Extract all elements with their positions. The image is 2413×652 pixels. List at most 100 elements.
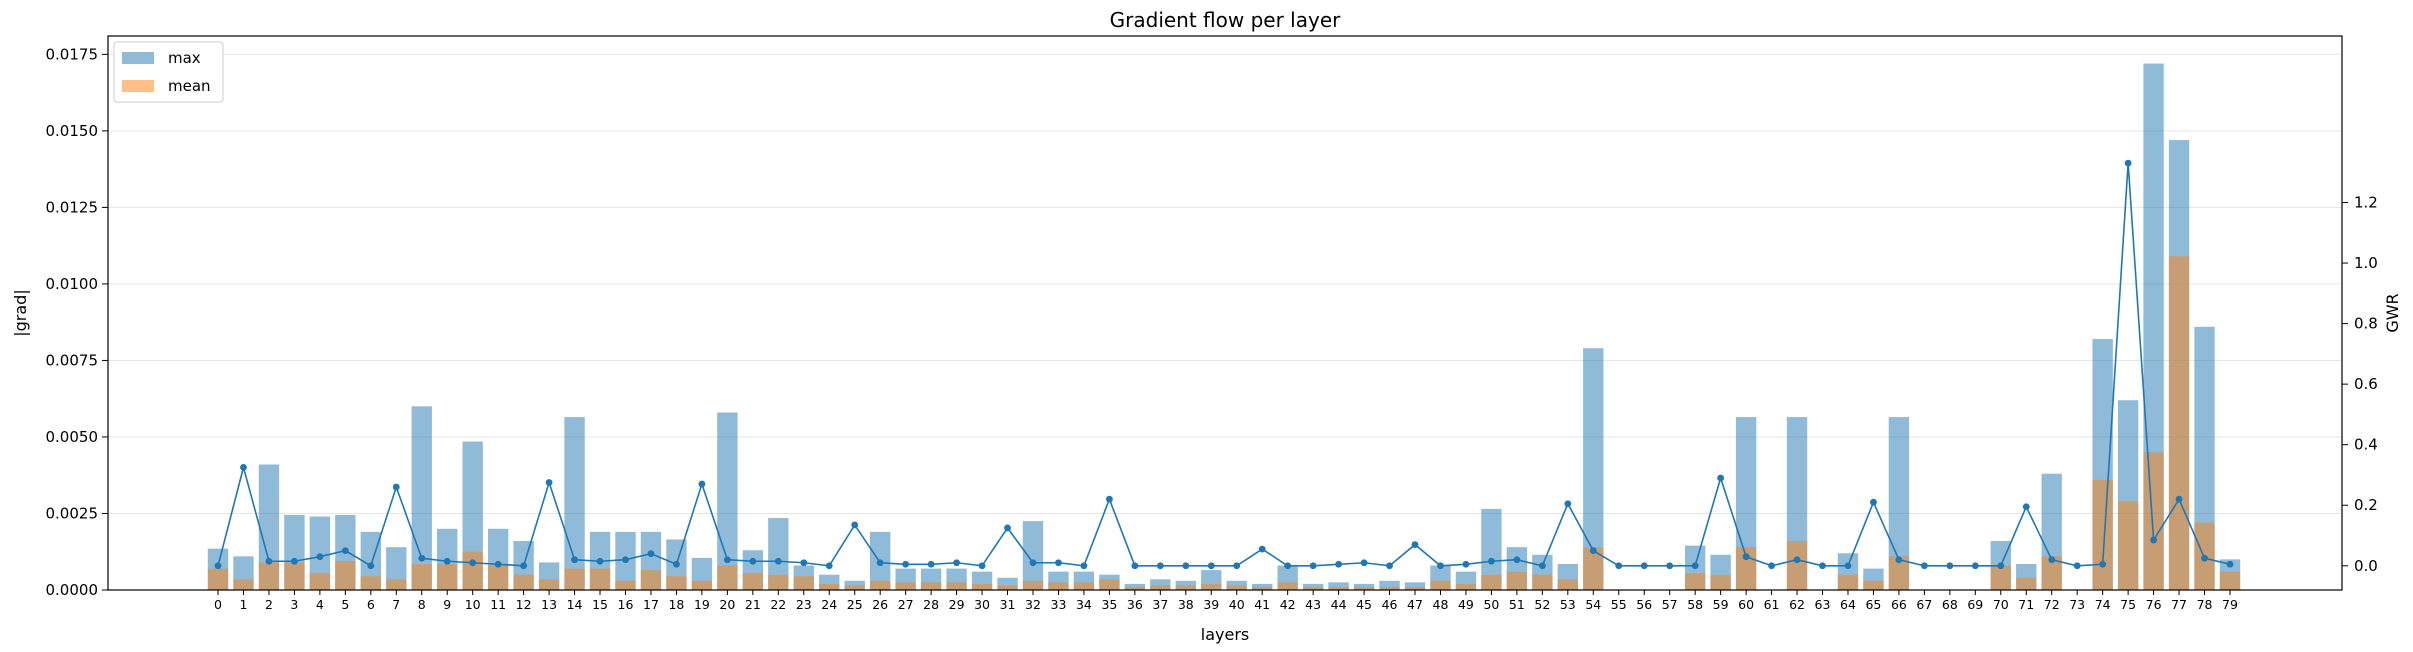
x-tick-label: 77 <box>2171 597 2187 612</box>
right-axis-ticks: 0.0 0.2 0.4 0.6 0.8 1.0 1.2 <box>2342 194 2378 575</box>
mean-bar <box>895 582 916 590</box>
x-tick-label: 79 <box>2222 597 2238 612</box>
mean-bar <box>1252 586 1273 590</box>
gwr-point <box>876 559 884 567</box>
x-tick-label: 22 <box>770 597 786 612</box>
y-axis-label: |grad| <box>11 289 30 336</box>
mean-bar <box>1302 586 1324 590</box>
gwr-point <box>800 559 808 567</box>
gwr-point <box>647 550 655 558</box>
mean-bar <box>2168 256 2190 590</box>
x-tick-label: 20 <box>719 597 735 612</box>
gwr-point <box>2226 560 2234 568</box>
x-tick-label: 14 <box>567 597 583 612</box>
gwr-point <box>240 463 247 471</box>
x-tick-label: 38 <box>1178 597 1194 612</box>
x-tick-label: 75 <box>2120 597 2136 612</box>
max-bar <box>360 531 381 590</box>
gwr-point <box>1564 500 1572 508</box>
gwr-point <box>1156 562 1164 570</box>
gwr-point <box>571 556 578 564</box>
gwr-point <box>1004 524 1011 532</box>
mean-bar <box>258 562 280 590</box>
x-tick-label: 76 <box>2146 597 2162 612</box>
plot-frame <box>107 35 2343 591</box>
gwr-point <box>2150 536 2157 544</box>
gwr-point <box>1768 562 1775 570</box>
y-tick-label: 0.0125 <box>46 198 99 216</box>
mean-bar <box>1684 573 1706 590</box>
gwr-point <box>341 547 349 555</box>
y-tick-label: 0.0175 <box>46 45 99 63</box>
x-tick-label: 52 <box>1534 597 1550 612</box>
gwr-point <box>851 521 859 529</box>
max-bar <box>1328 582 1349 590</box>
max-bar <box>564 417 585 590</box>
x-tick-label: 16 <box>618 597 634 612</box>
x-tick-label: 17 <box>643 597 659 612</box>
plot-background <box>108 36 2342 590</box>
x-tick-label: 34 <box>1076 597 1092 612</box>
gwr-point <box>1411 541 1419 548</box>
max-bar <box>1150 579 1171 590</box>
gwr-point <box>1589 547 1597 555</box>
x-tick-label: 61 <box>1764 597 1780 612</box>
gwr-point <box>953 559 960 567</box>
x-axis-label: layers <box>1201 625 1249 644</box>
mean-bar <box>386 579 407 590</box>
x-tick-label: 40 <box>1229 597 1245 612</box>
x-tick-label: 18 <box>668 597 684 612</box>
x-tick-label: 58 <box>1687 597 1703 612</box>
mean-bar <box>717 565 738 590</box>
x-axis-ticks: 0 1 2 3 4 5 6 7 8 9 10 11 12 13 14 15 16 17 18 19 20 21 22 23 24… <box>214 590 2238 612</box>
gwr-point <box>1640 562 1648 570</box>
x-tick-label: 2 <box>265 597 273 612</box>
x-tick-label: 51 <box>1509 597 1525 612</box>
mean-bar <box>997 585 1018 590</box>
x-tick-label: 13 <box>541 597 557 612</box>
mean-bar <box>1379 586 1400 590</box>
mean-bar <box>1048 582 1069 590</box>
x-tick-label: 4 <box>316 597 324 612</box>
max-bar <box>1379 580 1400 590</box>
mean-bar <box>1863 580 1884 590</box>
mean-bar <box>564 568 585 590</box>
y2-axis-label: GWR <box>2383 293 2402 332</box>
gwr-point <box>265 557 273 565</box>
mean-bar <box>971 583 993 590</box>
mean-bars <box>207 256 2241 590</box>
x-tick-label: 50 <box>1483 597 1499 612</box>
mean-bar <box>1124 586 1146 590</box>
y2-tick-label: 0.2 <box>2354 496 2378 514</box>
gwr-point <box>1717 474 1725 482</box>
x-tick-label: 0 <box>214 597 222 612</box>
gwr-point <box>392 483 400 491</box>
gwr-point <box>902 560 910 568</box>
mean-bar <box>284 562 305 590</box>
gwr-point <box>2099 560 2107 568</box>
x-tick-label: 26 <box>872 597 888 612</box>
gwr-point <box>927 560 935 568</box>
x-tick-label: 69 <box>1967 597 1983 612</box>
mean-bar <box>742 573 764 590</box>
mean-bar <box>768 574 789 590</box>
mean-bar <box>1786 541 1808 590</box>
gwr-point <box>1284 562 1292 570</box>
y-tick-label: 0.0000 <box>46 581 99 599</box>
x-tick-label: 56 <box>1636 597 1652 612</box>
x-tick-label: 27 <box>898 597 914 612</box>
mean-bar <box>233 579 254 590</box>
y2-tick-label: 0.6 <box>2354 375 2378 393</box>
gwr-point <box>622 556 629 564</box>
x-tick-label: 12 <box>516 597 532 612</box>
gwr-point <box>1793 556 1801 564</box>
gwr-point <box>1488 557 1495 565</box>
mean-bar <box>411 563 432 590</box>
gwr-point <box>1055 559 1062 567</box>
legend-swatch-mean <box>122 80 154 92</box>
gwr-point <box>774 557 782 565</box>
gwr-point <box>698 480 706 488</box>
x-tick-label: 8 <box>418 597 426 612</box>
